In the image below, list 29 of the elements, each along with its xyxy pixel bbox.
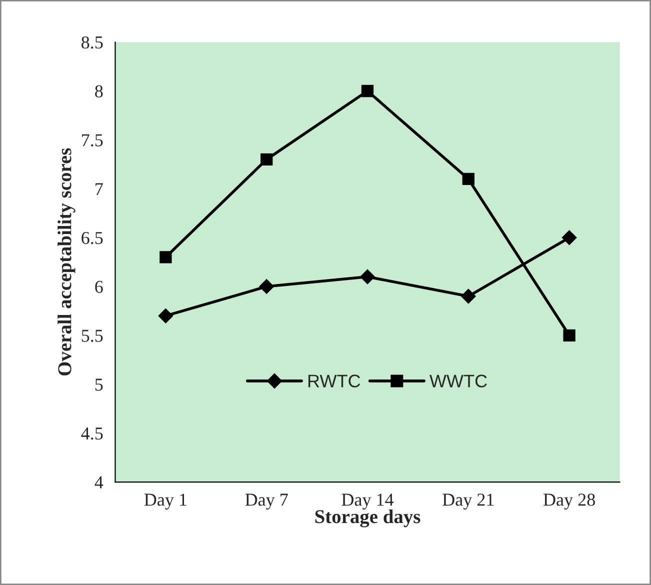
point xyxy=(563,329,576,342)
y-tick-label: 8.5 xyxy=(82,36,103,49)
point xyxy=(158,308,174,324)
x-tick-label: Day 1 xyxy=(144,494,186,510)
x-tick-label: Day 28 xyxy=(543,494,595,510)
x-tick-label: Day 21 xyxy=(442,494,494,510)
point xyxy=(462,172,474,186)
y-tick-label: 8 xyxy=(95,85,103,98)
legend-label: WWTC xyxy=(430,374,487,388)
point xyxy=(160,251,172,264)
y-tick-label: 4.5 xyxy=(81,428,103,440)
point xyxy=(461,288,476,304)
point xyxy=(260,153,273,166)
point xyxy=(562,230,577,246)
x-tick-label: Day 14 xyxy=(342,494,394,510)
y-tick-label: 5.5 xyxy=(82,330,103,342)
y-tick-label: 7.5 xyxy=(82,134,103,146)
y-tick-label: 7 xyxy=(96,183,103,196)
y-tick-label: 4 xyxy=(94,476,104,488)
point xyxy=(361,84,374,98)
x-tick-label: Day 7 xyxy=(245,494,288,510)
y-axis-title: Overall acceptability scores xyxy=(58,148,76,376)
y-tick-label: 6 xyxy=(95,280,103,293)
point xyxy=(360,269,375,284)
legend-label: RWTC xyxy=(308,374,360,388)
y-tick-label: 5 xyxy=(95,378,103,391)
y-tick-label: 6.5 xyxy=(82,232,103,244)
x-axis-title: Storage days xyxy=(315,510,420,528)
point xyxy=(259,279,274,294)
